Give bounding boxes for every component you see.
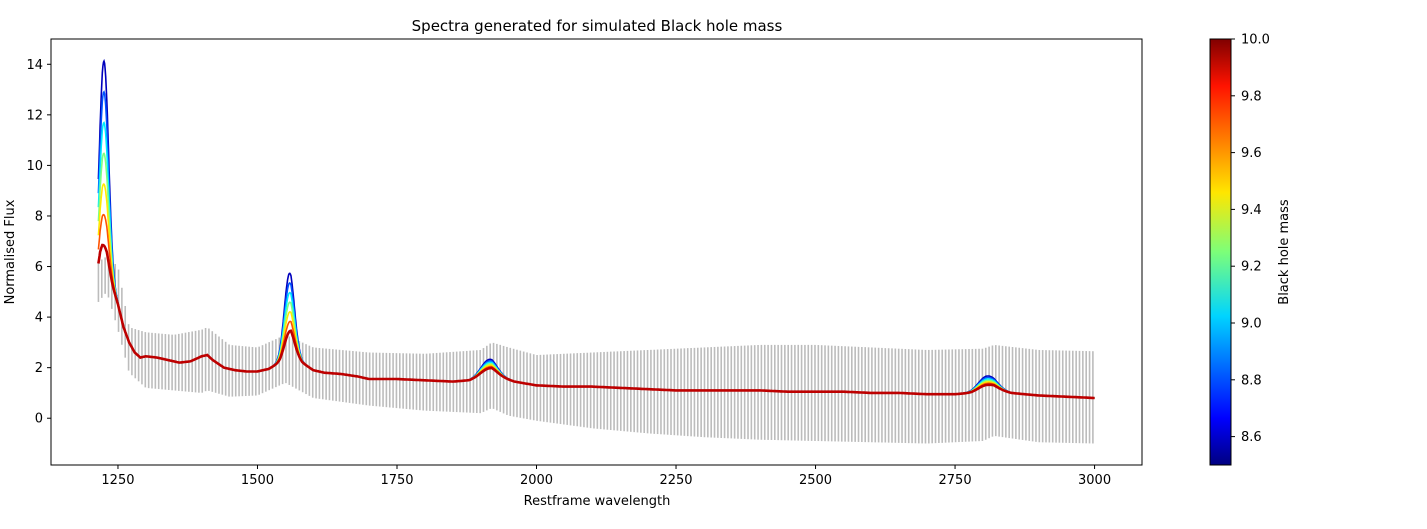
y-axis-ticks: 0 2 4 6 8 10 12 14 <box>26 58 51 427</box>
spectrum-line <box>97 243 1095 400</box>
y-tick: 2 <box>35 361 51 376</box>
y-tick-label: 0 <box>35 412 43 427</box>
x-tick: 2250 <box>659 465 693 488</box>
y-tick: 0 <box>35 412 51 427</box>
y-tick-label: 8 <box>35 209 43 224</box>
x-axis-ticks: 1250 1500 1750 2000 2250 2500 2750 3000 <box>101 465 1111 488</box>
y-tick: 6 <box>35 260 51 275</box>
y-tick-label: 4 <box>35 311 43 326</box>
x-tick-label: 1500 <box>241 473 274 488</box>
y-tick: 8 <box>35 209 51 224</box>
colorbar-tick: 9.4 <box>1231 203 1262 218</box>
chart-title: Spectra generated for simulated Black ho… <box>412 17 783 35</box>
colorbar-tick: 9.8 <box>1231 89 1262 104</box>
colorbar-tick: 9.2 <box>1231 260 1262 275</box>
y-tick-label: 10 <box>26 159 43 174</box>
colorbar-tick-label: 8.8 <box>1241 373 1262 388</box>
y-tick: 4 <box>35 311 51 326</box>
x-tick-label: 1250 <box>101 473 134 488</box>
x-tick: 1250 <box>101 465 135 488</box>
colorbar-tick: 9.6 <box>1231 146 1262 161</box>
x-tick: 2500 <box>799 465 832 488</box>
colorbar-tick-label: 9.0 <box>1241 317 1262 332</box>
colorbar-tick: 9.0 <box>1231 317 1262 332</box>
x-tick-label: 3000 <box>1078 473 1111 488</box>
x-tick-label: 2500 <box>799 473 832 488</box>
colorbar-tick: 8.8 <box>1231 373 1262 388</box>
x-axis-label: Restframe wavelength <box>524 494 671 509</box>
x-tick-label: 2000 <box>520 473 553 488</box>
x-tick: 3000 <box>1078 465 1111 488</box>
colorbar-tick-label: 10.0 <box>1241 33 1270 48</box>
plot-frame <box>50 38 1143 466</box>
y-tick-label: 6 <box>35 260 43 275</box>
x-tick-label: 2750 <box>939 473 972 488</box>
x-tick: 1750 <box>380 465 414 488</box>
y-tick-label: 12 <box>26 108 43 123</box>
colorbar-tick-label: 8.6 <box>1241 430 1262 445</box>
colorbar-tick: 10.0 <box>1231 33 1270 48</box>
colorbar <box>1209 38 1232 466</box>
x-tick-label: 2250 <box>659 473 692 488</box>
colorbar-tick-label: 9.4 <box>1241 203 1262 218</box>
colorbar-tick-label: 9.2 <box>1241 260 1262 275</box>
spectra-lines <box>97 58 1095 400</box>
error-bars <box>97 257 1094 444</box>
x-tick: 1500 <box>241 465 274 488</box>
y-tick: 10 <box>26 159 51 174</box>
x-tick: 2750 <box>939 465 972 488</box>
colorbar-tick-label: 9.8 <box>1241 89 1262 104</box>
y-tick-label: 2 <box>35 361 43 376</box>
x-tick-label: 1750 <box>380 473 413 488</box>
x-tick: 2000 <box>520 465 553 488</box>
colorbar-tick: 8.6 <box>1231 430 1262 445</box>
y-tick: 14 <box>26 58 51 73</box>
y-tick-label: 14 <box>26 58 43 73</box>
spectrum-line <box>97 58 1095 399</box>
y-axis-label: Normalised Flux <box>3 199 18 304</box>
colorbar-tick-label: 9.6 <box>1241 146 1262 161</box>
y-tick: 12 <box>26 108 51 123</box>
colorbar-label: Black hole mass <box>1277 199 1292 305</box>
colorbar-ticks: 8.6 8.8 9.0 9.2 9.4 9.6 9.8 10.0 <box>1231 33 1270 445</box>
